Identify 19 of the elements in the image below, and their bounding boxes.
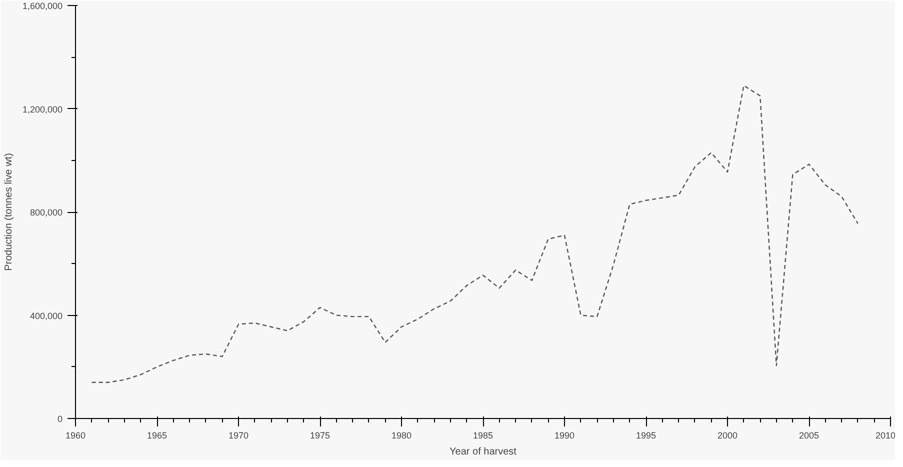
- x-tick-label: 1995: [636, 430, 656, 440]
- y-axis-title: Production (tonnes live wt): [3, 153, 14, 271]
- x-tick-label: 1960: [65, 430, 86, 440]
- x-tick-label: 1980: [391, 430, 412, 440]
- y-tick-label: 0: [57, 414, 63, 424]
- line-series: [91, 84, 858, 383]
- y-tick-label: 400,000: [30, 310, 63, 321]
- y-tick-label: 1,200,000: [22, 104, 63, 114]
- x-tick-label: 1975: [310, 430, 330, 440]
- y-tick-label: 1,600,000: [22, 1, 63, 11]
- x-tick-label: 1990: [554, 430, 575, 440]
- y-tick-label: 800,000: [30, 208, 63, 218]
- x-axis-title: Year of harvest: [450, 446, 517, 458]
- x-tick-label: 2005: [798, 430, 820, 440]
- x-tick-label: 2000: [717, 430, 738, 440]
- x-tick-label: 2010: [875, 430, 896, 440]
- x-tick-label: 1965: [146, 430, 168, 440]
- x-tick-label: 1970: [228, 430, 249, 440]
- x-tick-label: 1985: [472, 430, 494, 440]
